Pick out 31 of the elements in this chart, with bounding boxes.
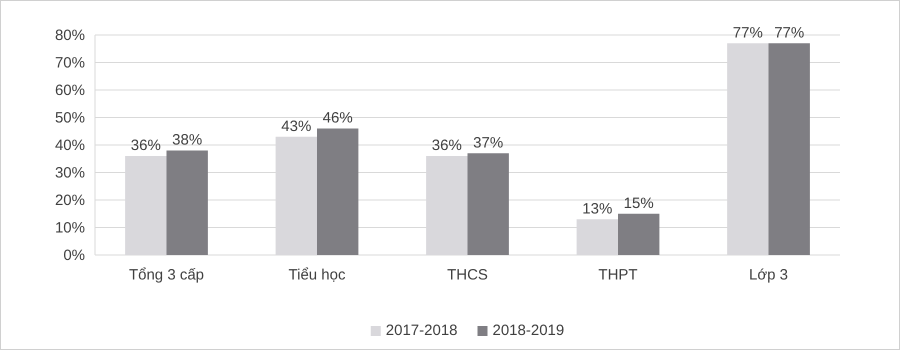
y-tick-label: 10% xyxy=(54,219,85,236)
y-tick-label: 80% xyxy=(54,26,85,44)
data-label: 43% xyxy=(281,118,312,135)
data-label: 38% xyxy=(172,132,202,148)
data-label: 15% xyxy=(624,194,654,212)
x-tick-label: THCS xyxy=(447,266,488,284)
data-label: 36% xyxy=(130,137,161,154)
legend-label: 2018-2019 xyxy=(492,322,564,339)
legend-label: 2017-2018 xyxy=(386,322,458,339)
x-tick-label: Lớp 3 xyxy=(748,266,788,284)
bar xyxy=(768,43,810,255)
y-tick-label: 30% xyxy=(54,164,85,182)
x-tick-label: THPT xyxy=(598,266,638,284)
y-tick-label: 70% xyxy=(54,54,85,72)
y-tick-label: 0% xyxy=(63,246,85,264)
data-label: 46% xyxy=(322,110,353,126)
y-tick-label: 60% xyxy=(54,82,85,99)
y-tick-label: 50% xyxy=(54,109,85,126)
y-tick-label: 40% xyxy=(54,136,85,154)
data-label: 77% xyxy=(774,24,804,42)
data-label: 36% xyxy=(432,137,462,154)
x-tick-label: Tiểu học xyxy=(288,266,346,284)
bar xyxy=(166,150,208,255)
data-label: 77% xyxy=(732,24,763,42)
x-tick-label: Tổng 3 cấp xyxy=(128,266,204,284)
data-label: 13% xyxy=(582,200,612,218)
bar xyxy=(316,128,358,255)
bar xyxy=(618,214,660,255)
bar xyxy=(468,153,509,255)
y-tick-label: 20% xyxy=(54,192,85,209)
data-label: 37% xyxy=(473,134,504,152)
